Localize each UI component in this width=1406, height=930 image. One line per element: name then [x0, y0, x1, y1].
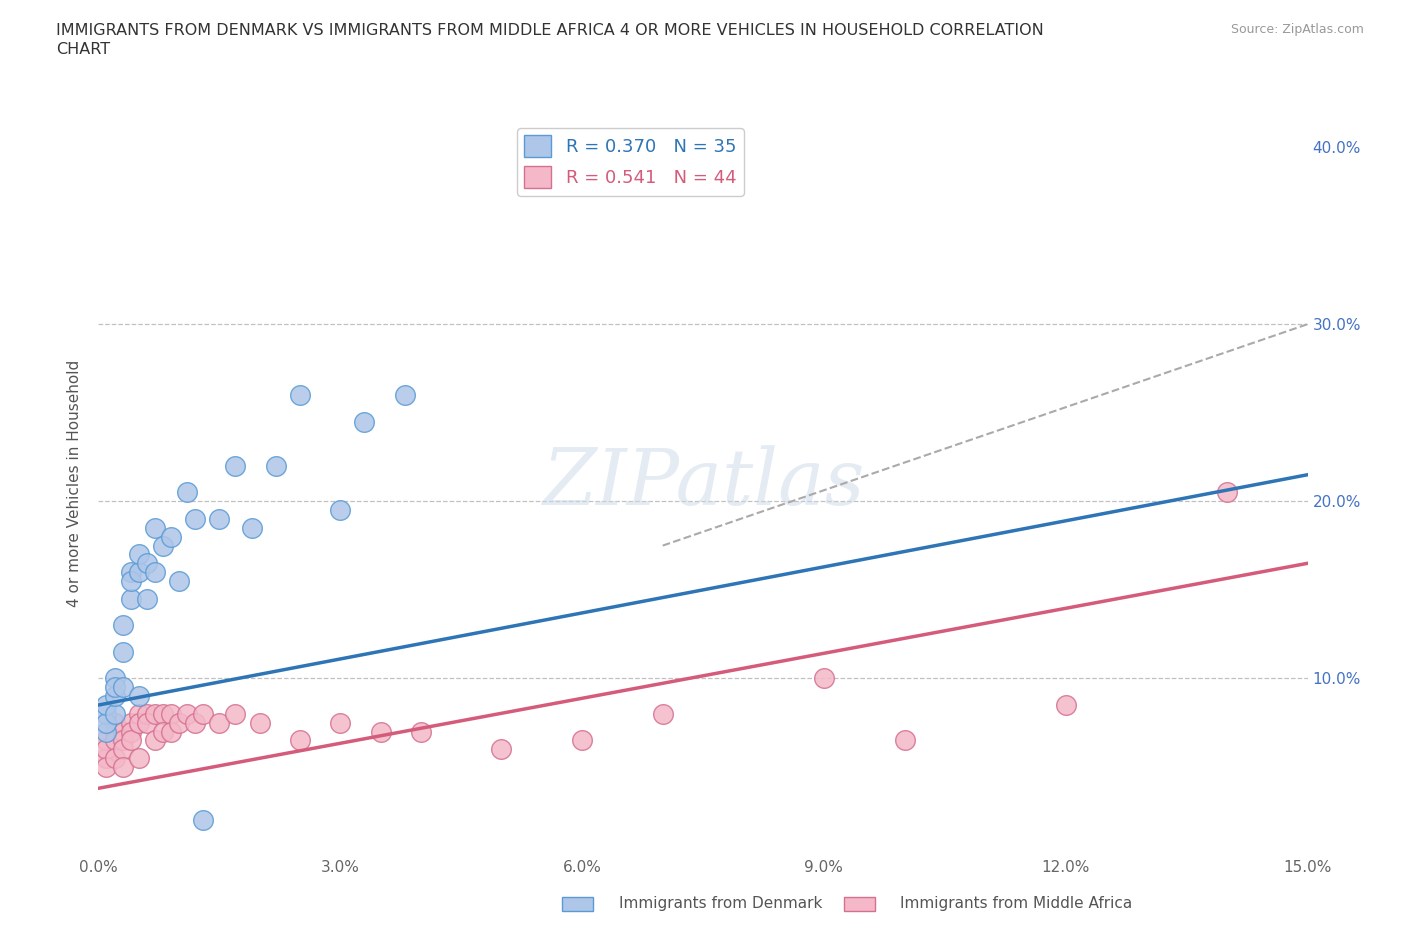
Point [167, 574, 190, 589]
Point [128, 689, 150, 704]
Point [103, 724, 125, 739]
Point [1216, 485, 1239, 500]
Point [103, 733, 125, 748]
Point [135, 715, 157, 730]
Point [152, 538, 174, 553]
Point [651, 707, 673, 722]
Point [193, 707, 215, 722]
Point [128, 707, 150, 722]
Text: ZIPatlas: ZIPatlas [541, 445, 865, 522]
Legend: R = 0.370   N = 35, R = 0.541   N = 44: R = 0.370 N = 35, R = 0.541 N = 44 [517, 128, 744, 195]
Point [224, 707, 246, 722]
Point [96, 742, 118, 757]
Point [103, 671, 125, 686]
Point [103, 751, 125, 765]
Point [143, 733, 166, 748]
Point [103, 707, 125, 722]
Point [96, 760, 118, 775]
Point [96, 698, 118, 712]
Point [135, 591, 157, 606]
Point [224, 458, 246, 473]
Point [288, 388, 311, 403]
Text: IMMIGRANTS FROM DENMARK VS IMMIGRANTS FROM MIDDLE AFRICA 4 OR MORE VEHICLES IN H: IMMIGRANTS FROM DENMARK VS IMMIGRANTS FR… [56, 23, 1045, 38]
Point [128, 751, 150, 765]
Point [111, 733, 134, 748]
Point [103, 689, 125, 704]
Point [571, 733, 593, 748]
Point [128, 547, 150, 562]
Point [184, 715, 207, 730]
Point [135, 556, 157, 571]
Point [96, 715, 118, 730]
Point [160, 529, 183, 544]
Point [96, 751, 118, 765]
Point [176, 485, 198, 500]
Text: Immigrants from Denmark: Immigrants from Denmark [619, 897, 823, 911]
Point [160, 707, 183, 722]
Point [111, 760, 134, 775]
Point [103, 680, 125, 695]
Point [353, 414, 375, 429]
Point [240, 521, 263, 536]
Point [193, 813, 215, 828]
Point [103, 715, 125, 730]
Point [152, 707, 174, 722]
Point [249, 715, 271, 730]
Point [329, 715, 352, 730]
Text: Source: ZipAtlas.com: Source: ZipAtlas.com [1230, 23, 1364, 36]
Point [143, 707, 166, 722]
Point [120, 715, 142, 730]
Point [288, 733, 311, 748]
Point [120, 724, 142, 739]
Point [208, 715, 231, 730]
Point [893, 733, 915, 748]
Point [96, 733, 118, 748]
Text: CHART: CHART [56, 42, 110, 57]
Text: Immigrants from Middle Africa: Immigrants from Middle Africa [900, 897, 1132, 911]
Point [120, 565, 142, 579]
Point [184, 512, 207, 526]
Point [111, 680, 134, 695]
Point [128, 715, 150, 730]
Point [128, 565, 150, 579]
Point [111, 618, 134, 632]
Point [491, 742, 513, 757]
Y-axis label: 4 or more Vehicles in Household: 4 or more Vehicles in Household [67, 360, 83, 607]
Point [96, 707, 118, 722]
Point [370, 724, 392, 739]
Point [208, 512, 231, 526]
Point [176, 707, 198, 722]
Point [120, 733, 142, 748]
Point [135, 707, 157, 722]
Point [143, 521, 166, 536]
Point [143, 565, 166, 579]
Point [111, 644, 134, 659]
Point [1054, 698, 1077, 712]
Point [264, 458, 287, 473]
Point [152, 724, 174, 739]
Point [120, 574, 142, 589]
Point [111, 724, 134, 739]
Point [329, 503, 352, 518]
Point [160, 724, 183, 739]
Point [96, 724, 118, 739]
Point [111, 742, 134, 757]
Point [813, 671, 835, 686]
Point [120, 591, 142, 606]
Point [167, 715, 190, 730]
Point [409, 724, 432, 739]
Point [394, 388, 416, 403]
